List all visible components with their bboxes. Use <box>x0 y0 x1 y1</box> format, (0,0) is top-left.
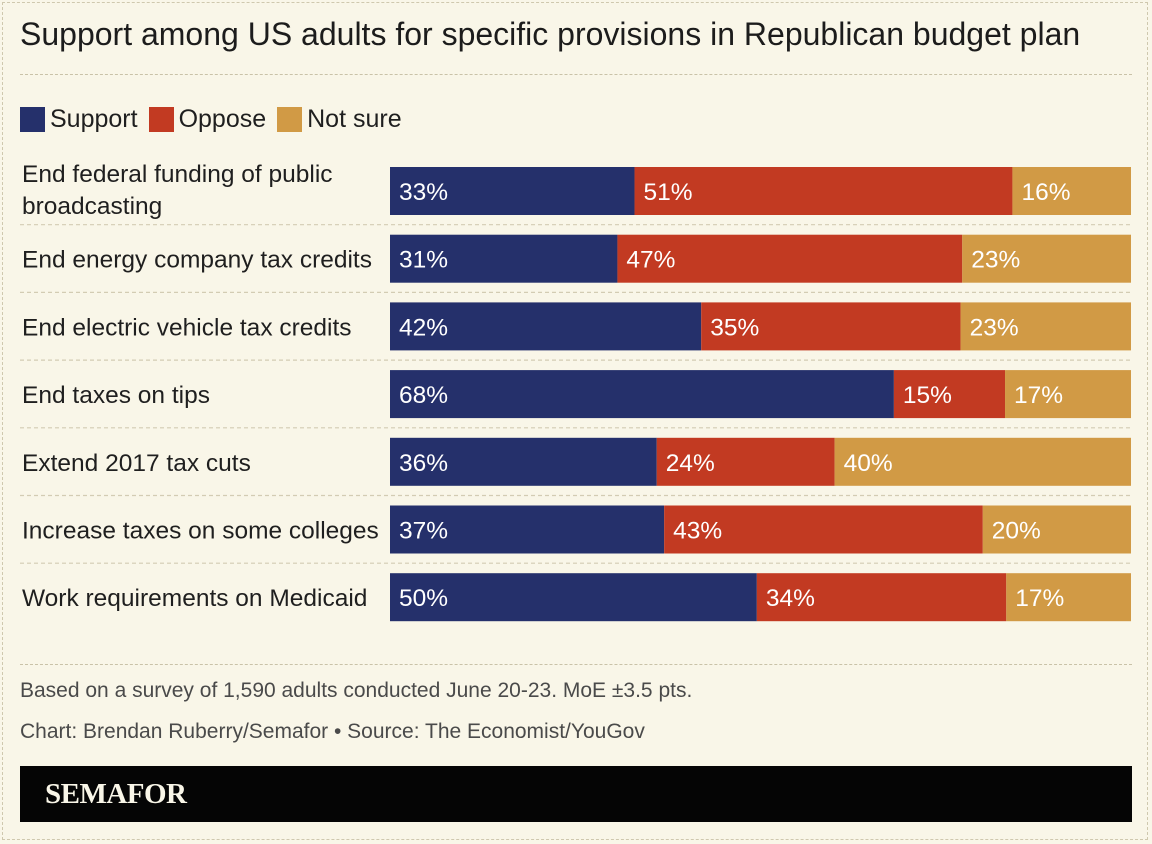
data-label-not-sure: 23% <box>970 314 1019 341</box>
survey-note: Based on a survey of 1,590 adults conduc… <box>20 679 693 702</box>
title-divider <box>20 74 1132 75</box>
category-label-increase-taxes-on-some-colleges: Increase taxes on some colleges <box>22 518 379 545</box>
data-label-support: 33% <box>399 179 448 206</box>
legend-swatch-not-sure <box>277 106 303 132</box>
bar-segment-support <box>390 234 618 283</box>
data-label-oppose: 51% <box>644 179 693 206</box>
legend-item-not-sure: Not sure <box>277 104 402 134</box>
legend-label-support: Support <box>50 105 138 133</box>
data-label-support: 31% <box>399 247 448 274</box>
bar-segment-oppose <box>617 234 963 283</box>
data-label-not-sure: 23% <box>971 247 1020 274</box>
brand-bar: SEMAFOR <box>20 766 1132 822</box>
bar-segment-oppose <box>756 573 1007 622</box>
bar-segment-not-sure <box>960 302 1131 351</box>
data-label-support: 36% <box>399 450 448 477</box>
data-label-oppose: 34% <box>766 585 815 612</box>
data-label-support: 50% <box>399 585 448 612</box>
footer-divider <box>20 664 1132 665</box>
bar-segment-not-sure <box>1005 370 1131 419</box>
bar-segment-not-sure <box>982 505 1131 554</box>
category-label-end-federal-funding-of-public-broadcasting: End federal funding of public broadcastin… <box>22 161 333 220</box>
bar-segment-oppose <box>664 505 983 554</box>
data-label-oppose: 35% <box>710 314 759 341</box>
legend-item-oppose: Oppose <box>148 104 267 134</box>
category-label-line: End federal funding of public <box>22 161 333 188</box>
legend-label-not-sure: Not sure <box>307 105 402 133</box>
category-label-end-taxes-on-tips: End taxes on tips <box>22 382 210 409</box>
bar-segment-not-sure <box>1012 167 1131 215</box>
bar-segment-support <box>390 437 657 486</box>
bar-segment-support <box>390 302 702 351</box>
source-credit: Chart: Brendan Ruberry/Semafor • Source:… <box>20 720 645 743</box>
bar-segment-support <box>390 167 635 215</box>
bar-segment-oppose <box>701 302 961 351</box>
bar-segment-support <box>390 370 894 419</box>
bar-segment-oppose <box>893 370 1006 419</box>
bar-segment-support <box>390 573 757 622</box>
bar-segment-oppose <box>634 167 1013 215</box>
data-label-not-sure: 17% <box>1014 382 1063 409</box>
data-label-support: 68% <box>399 382 448 409</box>
data-label-support: 37% <box>399 518 448 545</box>
brand-logo: SEMAFOR <box>45 777 187 810</box>
category-label-work-requirements-on-medicaid: Work requirements on Medicaid <box>22 585 367 612</box>
bar-segment-support <box>390 505 665 554</box>
data-label-oppose: 15% <box>903 382 952 409</box>
category-label-end-electric-vehicle-tax-credits: End electric vehicle tax credits <box>22 314 352 341</box>
data-label-oppose: 47% <box>626 247 675 274</box>
data-label-not-sure: 16% <box>1021 179 1070 206</box>
stacked-bar-chart: End federal funding of public broadcastin… <box>20 161 1132 622</box>
data-label-support: 42% <box>399 314 448 341</box>
bar-segment-not-sure <box>1006 573 1131 622</box>
legend-label-oppose: Oppose <box>178 105 267 133</box>
legend-swatch-oppose <box>148 106 174 132</box>
legend-item-support: Support <box>20 104 138 134</box>
bar-segment-oppose <box>656 437 835 486</box>
category-label-extend-2017-tax-cuts: Extend 2017 tax cuts <box>22 450 251 477</box>
category-label-end-energy-company-tax-credits: End energy company tax credits <box>22 247 372 274</box>
bar-segment-not-sure <box>834 437 1131 486</box>
legend-swatch-support <box>20 106 45 132</box>
data-label-not-sure: 40% <box>844 450 893 477</box>
data-label-not-sure: 20% <box>992 518 1041 545</box>
category-label-line: broadcasting <box>22 193 162 220</box>
data-label-not-sure: 17% <box>1015 585 1064 612</box>
chart-title: Support among US adults for specific pro… <box>20 16 1081 52</box>
legend: Support Oppose Not sure <box>20 104 413 134</box>
data-label-oppose: 43% <box>673 518 722 545</box>
bar-segment-not-sure <box>962 234 1131 283</box>
data-label-oppose: 24% <box>666 450 715 477</box>
